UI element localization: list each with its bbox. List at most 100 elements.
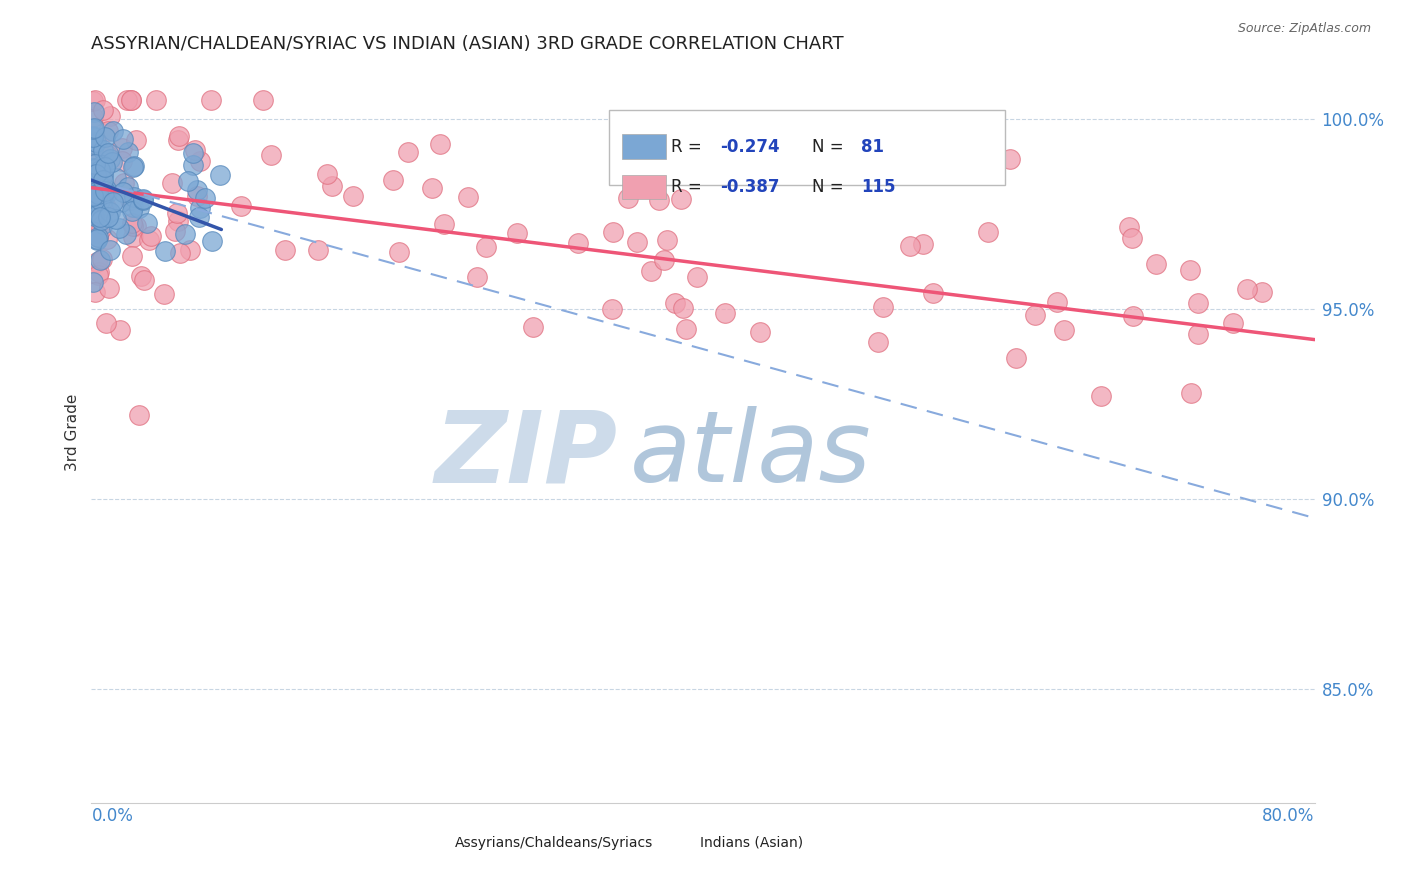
- Point: [921, 286, 943, 301]
- Point: [1024, 308, 1046, 322]
- Point: [998, 152, 1021, 166]
- Point: [93, 160, 115, 174]
- Point: [120, 94, 142, 108]
- Point: [91, 179, 114, 194]
- Point: [87, 186, 110, 201]
- Point: [132, 272, 155, 286]
- Point: [89, 253, 111, 268]
- Point: [96, 316, 118, 330]
- Point: [98, 109, 121, 123]
- Point: [252, 94, 274, 108]
- Text: ZIP: ZIP: [434, 407, 617, 503]
- Text: 81: 81: [860, 137, 884, 155]
- Point: [86, 255, 108, 269]
- Point: [1187, 296, 1209, 310]
- Point: [321, 179, 343, 194]
- Point: [1118, 220, 1140, 235]
- Point: [90, 186, 112, 200]
- Point: [91, 169, 114, 184]
- Point: [522, 320, 544, 334]
- Point: [83, 153, 105, 168]
- Y-axis label: 3rd Grade: 3rd Grade: [65, 394, 80, 471]
- Point: [83, 104, 105, 119]
- Point: [121, 216, 143, 230]
- Point: [83, 120, 105, 135]
- FancyBboxPatch shape: [609, 110, 1005, 186]
- Point: [90, 252, 112, 266]
- Text: ASSYRIAN/CHALDEAN/SYRIAC VS INDIAN (ASIAN) 3RD GRADE CORRELATION CHART: ASSYRIAN/CHALDEAN/SYRIAC VS INDIAN (ASIA…: [91, 35, 844, 53]
- Point: [87, 265, 110, 279]
- Point: [97, 281, 120, 295]
- Point: [89, 210, 111, 224]
- Point: [626, 235, 648, 249]
- Point: [260, 147, 283, 161]
- Point: [82, 111, 104, 125]
- Point: [98, 244, 121, 258]
- Point: [121, 94, 143, 108]
- Point: [82, 95, 104, 109]
- Point: [1004, 351, 1026, 366]
- Text: Source: ZipAtlas.com: Source: ZipAtlas.com: [1237, 22, 1371, 36]
- Point: [420, 181, 443, 195]
- Point: [617, 191, 640, 205]
- Point: [83, 209, 105, 223]
- Point: [602, 225, 624, 239]
- Point: [183, 158, 205, 172]
- Point: [84, 135, 107, 149]
- Point: [82, 129, 104, 144]
- Text: 115: 115: [860, 178, 896, 196]
- Point: [177, 174, 200, 188]
- Text: N =: N =: [813, 137, 849, 155]
- Point: [307, 243, 329, 257]
- Point: [82, 129, 104, 144]
- Point: [872, 300, 894, 314]
- Point: [167, 133, 190, 147]
- Point: [1178, 263, 1201, 277]
- Point: [105, 211, 128, 226]
- Point: [91, 103, 114, 117]
- Point: [104, 171, 127, 186]
- Point: [868, 334, 890, 349]
- Text: -0.274: -0.274: [720, 137, 780, 155]
- Point: [112, 132, 135, 146]
- Point: [83, 182, 105, 196]
- Point: [132, 192, 155, 206]
- Point: [433, 217, 456, 231]
- Point: [84, 135, 107, 149]
- Point: [1122, 309, 1144, 323]
- Point: [91, 143, 114, 157]
- Point: [87, 230, 110, 244]
- Point: [111, 141, 134, 155]
- Point: [167, 214, 190, 228]
- Point: [96, 231, 118, 245]
- Point: [84, 285, 107, 299]
- Point: [664, 295, 686, 310]
- Point: [98, 205, 121, 219]
- Point: [316, 167, 339, 181]
- Point: [82, 188, 104, 202]
- Point: [200, 94, 222, 108]
- Point: [93, 185, 115, 199]
- Point: [183, 146, 205, 161]
- Point: [131, 193, 153, 207]
- Point: [128, 408, 150, 422]
- Text: Assyrians/Chaldeans/Syriacs: Assyrians/Chaldeans/Syriacs: [456, 836, 654, 849]
- Point: [652, 253, 675, 268]
- Point: [429, 136, 451, 151]
- Point: [186, 189, 208, 203]
- Point: [84, 167, 107, 181]
- FancyBboxPatch shape: [623, 175, 666, 200]
- Point: [1180, 386, 1202, 401]
- Point: [138, 233, 160, 247]
- Point: [84, 185, 107, 199]
- Point: [84, 157, 107, 171]
- Point: [110, 195, 132, 210]
- Point: [749, 325, 772, 339]
- Point: [84, 194, 107, 209]
- Point: [110, 323, 132, 337]
- Point: [84, 94, 107, 108]
- Point: [121, 204, 143, 219]
- Point: [1187, 327, 1209, 342]
- Point: [388, 245, 411, 260]
- Point: [83, 161, 105, 176]
